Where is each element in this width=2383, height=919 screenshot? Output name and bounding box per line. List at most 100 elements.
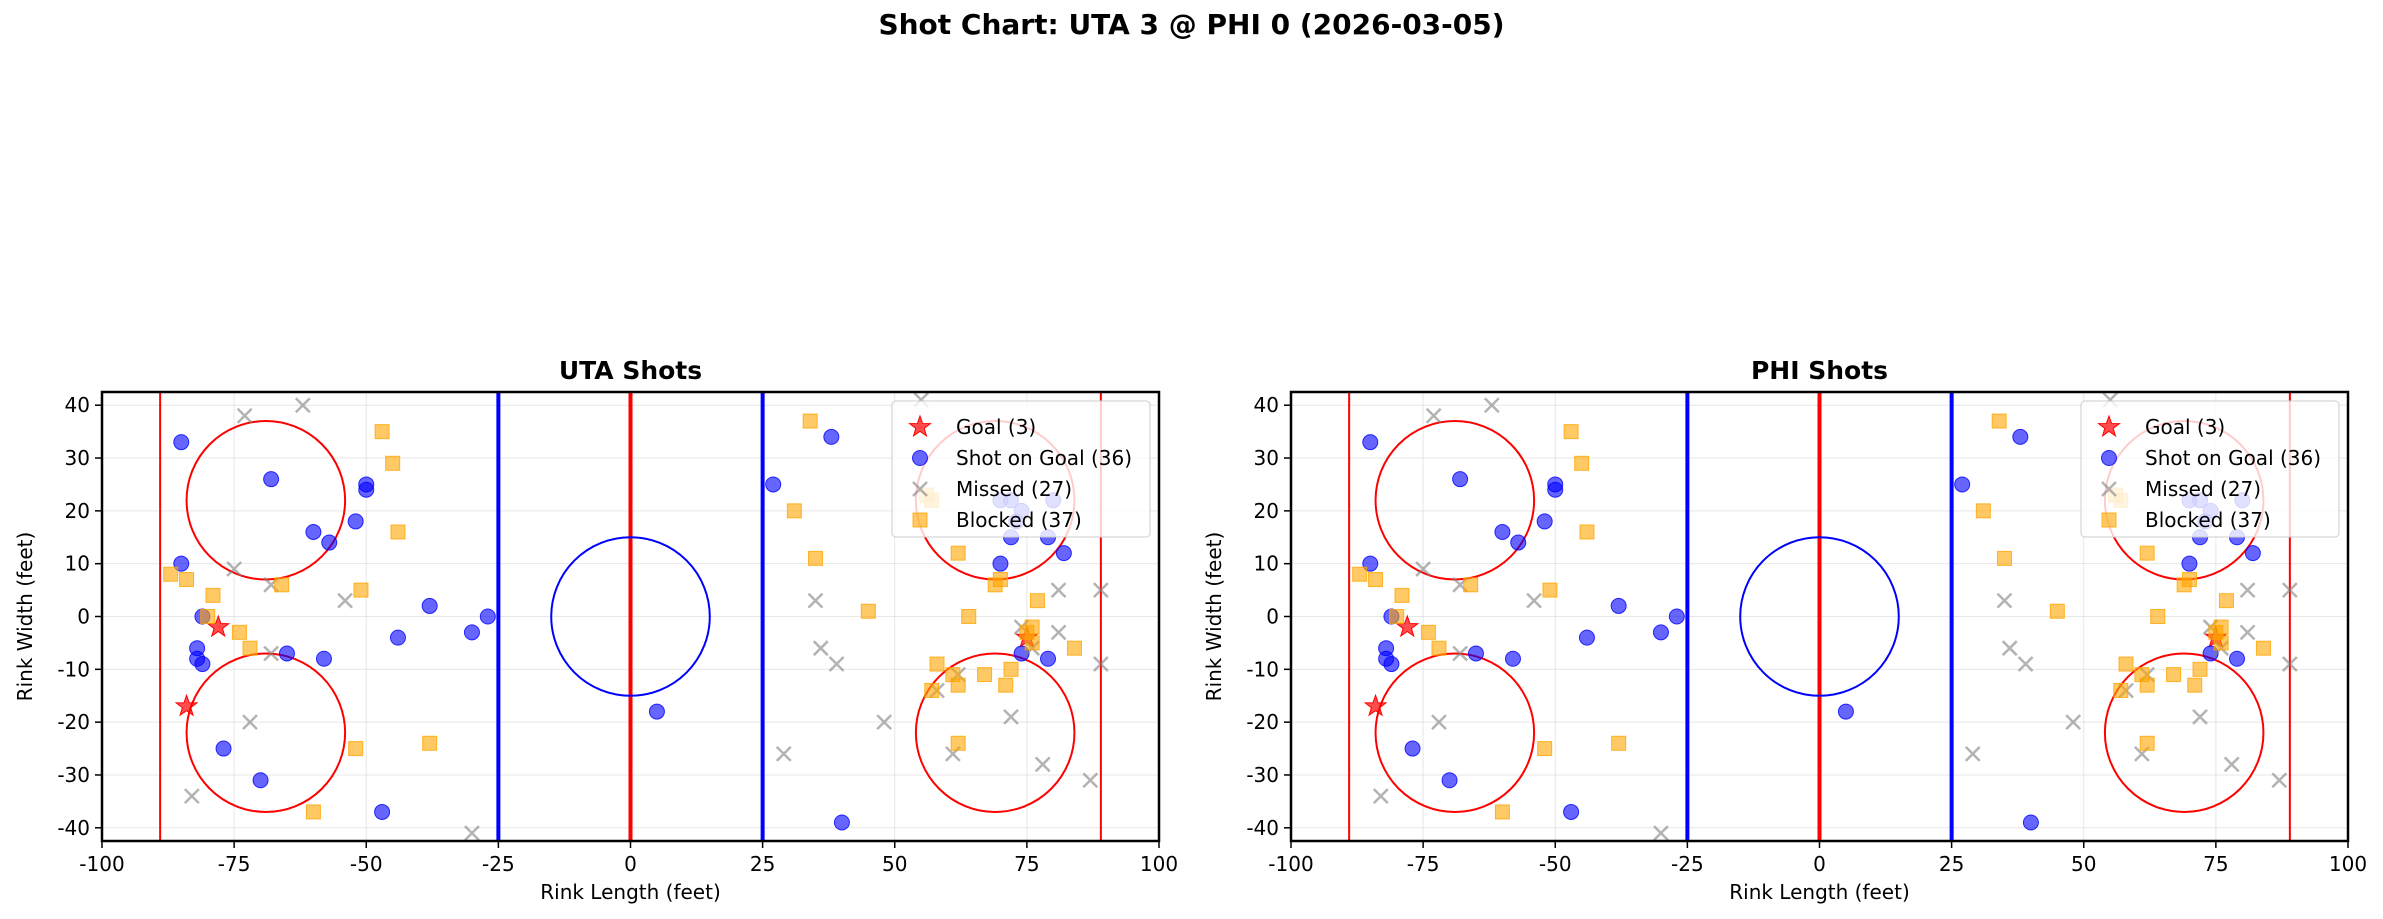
x-tick-label: -50 [1539, 852, 1572, 876]
missed-marker [1431, 714, 1447, 731]
x-tick-label: 100 [1140, 852, 1178, 876]
chart-panel-1: -100 -75 -50 -25 0 25 50 75 100-40-30-20-1001020… [13, 356, 1178, 904]
blocked-marker [977, 667, 993, 683]
missed-marker [294, 397, 311, 414]
x-tick-label: 25 [1939, 852, 1964, 876]
x-tick-label: 50 [2071, 852, 2096, 876]
missed-marker [2239, 624, 2256, 641]
blocked-marker [1542, 582, 1558, 598]
blocked-marker [1463, 577, 1479, 593]
shot-on-goal-marker [1055, 545, 1072, 562]
blocked-marker [348, 741, 364, 757]
missed-marker [1425, 407, 1442, 424]
shot-on-goal-marker [992, 555, 1009, 572]
blocked-marker [1996, 550, 2012, 566]
missed-marker [1452, 645, 1469, 662]
blocked-marker [1991, 413, 2007, 429]
shot-on-goal-marker [1441, 772, 1458, 789]
x-tick-label: -75 [218, 852, 251, 876]
legend-box [2080, 400, 2340, 538]
shot-on-goal-marker [1404, 740, 1421, 757]
missed-marker [1483, 397, 1500, 414]
shot-on-goal-marker [389, 629, 406, 646]
blocked-marker [2166, 667, 2182, 683]
x-tick-label: -50 [350, 852, 383, 876]
y-tick-label: 10 [1254, 552, 1279, 576]
shot-on-goal-marker [278, 645, 295, 662]
missed-marker [828, 656, 845, 672]
shot-on-goal-marker [263, 471, 280, 488]
legend-label: Shot on Goal (36) [2145, 446, 2321, 470]
missed-marker [1082, 772, 1099, 789]
x-tick-label: -25 [1671, 852, 1704, 876]
blocked-marker [1537, 741, 1553, 757]
goal-marker [1363, 693, 1388, 717]
shot-on-goal-marker [648, 703, 665, 720]
blocked-marker [2049, 603, 2065, 619]
missed-marker [812, 640, 829, 657]
shot-on-goal-marker [1467, 645, 1484, 662]
blocked-marker [205, 587, 221, 603]
blocked-marker [1024, 619, 1040, 635]
shot-on-goal-marker [2244, 545, 2261, 562]
shot-on-goal-marker [215, 740, 232, 757]
blocked-marker [2213, 635, 2229, 651]
shot-on-goal-marker [2229, 650, 2246, 667]
y-axis-label: Rink Width (feet) [1202, 532, 1226, 702]
blocked-marker [802, 413, 818, 429]
blocked-marker [2218, 593, 2234, 609]
missed-marker [2271, 772, 2288, 789]
missed-marker [1415, 561, 1432, 577]
blocked-marker [2150, 609, 2166, 624]
shot-on-goal-marker [1563, 803, 1580, 820]
blocked-marker [1352, 566, 1368, 582]
x-tick-label: 0 [1813, 852, 1826, 876]
legend: Goal (3) Shot on Goal (36) Missed (27) Bloc… [891, 400, 1151, 538]
missed-marker [2065, 714, 2082, 731]
shot-on-goal-marker [2022, 814, 2039, 831]
missed-marker [183, 788, 200, 804]
shot-on-goal-marker [305, 523, 322, 540]
y-tick-label: -40 [1246, 816, 1279, 840]
missed-marker [337, 592, 353, 609]
blocked-marker [1494, 804, 1510, 820]
shot-on-goal-marker [2012, 428, 2029, 445]
missed-marker [1092, 582, 1109, 598]
blocked-marker [1368, 572, 1384, 588]
shot-on-goal-marker [463, 624, 480, 641]
missed-marker [2017, 656, 2034, 672]
blocked-marker [385, 455, 401, 471]
y-tick-label: -20 [1246, 710, 1279, 734]
missed-marker [2001, 640, 2018, 657]
blocked-marker [2113, 682, 2129, 698]
blocked-marker [1029, 593, 1045, 609]
blocked-marker [1431, 640, 1447, 656]
y-tick-label: 20 [65, 499, 90, 523]
blocked-marker [2192, 661, 2208, 677]
legend-label: Blocked (37) [2145, 508, 2271, 532]
missed-marker [263, 645, 280, 662]
legend-missed-marker [2101, 481, 2117, 497]
faceoff-circle [1374, 420, 1536, 581]
blocked-marker [2139, 677, 2155, 693]
blocked-marker [353, 582, 369, 598]
shot-on-goal-marker [1547, 481, 1564, 498]
shot-on-goal-marker [2181, 555, 2198, 572]
x-tick-label: -25 [482, 852, 515, 876]
missed-marker [2281, 656, 2298, 672]
missed-marker [226, 561, 243, 577]
x-tick-label: -75 [1407, 852, 1440, 876]
blocked-marker [1003, 661, 1019, 677]
blocked-marker [2118, 656, 2134, 672]
missed-marker [1372, 788, 1389, 804]
shot-on-goal-marker [421, 597, 438, 614]
shot-on-goal-marker [1383, 656, 1400, 673]
legend-blocked-marker [912, 512, 928, 528]
blocked-marker [950, 735, 966, 751]
shot-on-goal-marker [823, 428, 840, 445]
x-tick-label: 75 [1014, 852, 1039, 876]
legend-blocked-marker [2101, 512, 2117, 528]
chart-title: UTA Shots [559, 356, 702, 385]
x-axis-label: Rink Length (feet) [1729, 880, 1910, 904]
